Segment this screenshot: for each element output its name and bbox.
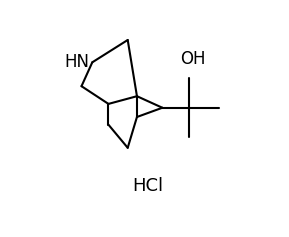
Text: HN: HN	[64, 53, 90, 71]
Text: OH: OH	[180, 50, 206, 68]
Text: HCl: HCl	[132, 177, 163, 195]
